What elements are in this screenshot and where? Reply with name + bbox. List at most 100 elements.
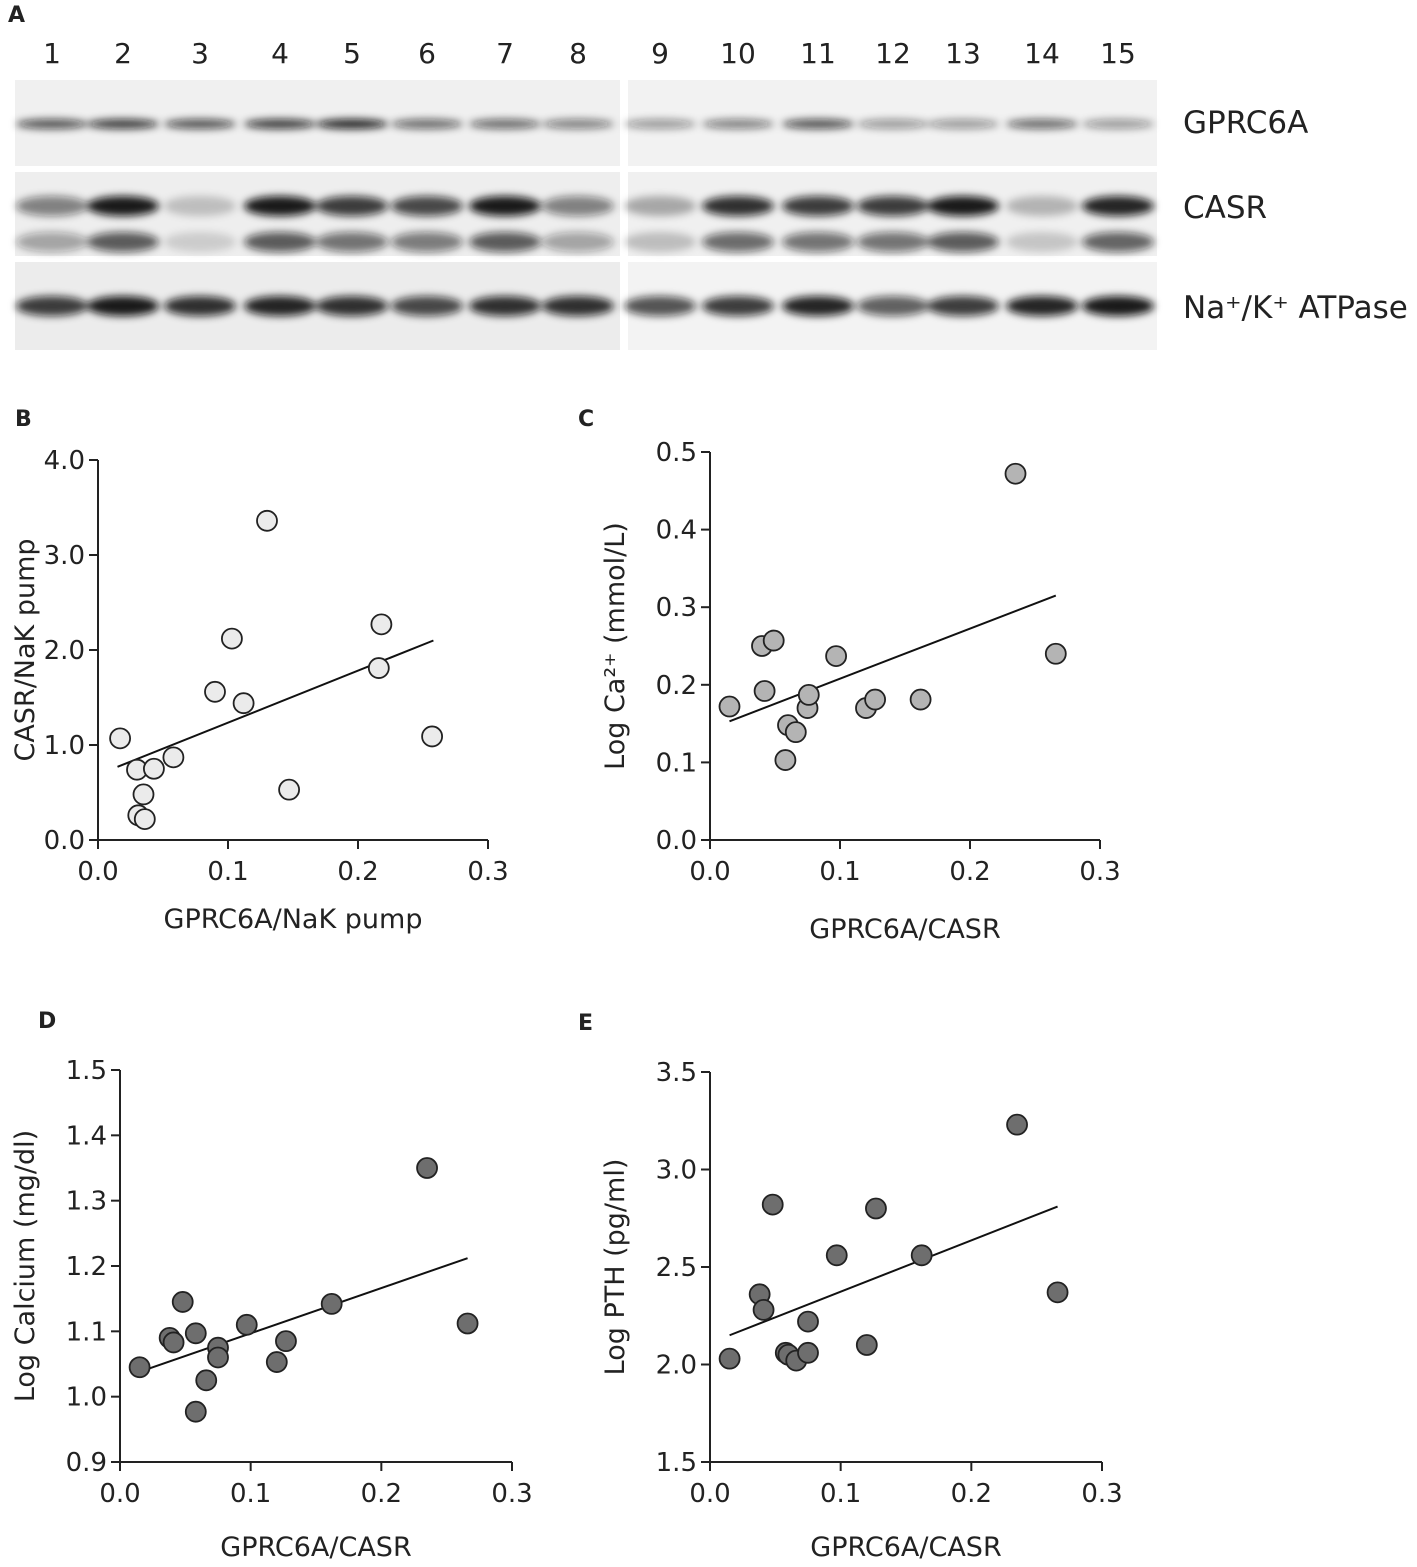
x-tick-label: 0.1: [819, 857, 860, 887]
point: [367, 657, 390, 679]
y-tick-label: 1.5: [656, 1448, 697, 1478]
point: [864, 688, 886, 711]
band: [782, 232, 854, 252]
x-axis-label: GPRC6A/CASR: [809, 914, 1000, 945]
band: [542, 119, 614, 129]
point: [718, 695, 741, 718]
point: [753, 680, 776, 702]
band: [87, 232, 159, 252]
lane-label: 3: [191, 37, 209, 70]
band: [1082, 232, 1154, 252]
y-tick-label: 0.5: [656, 438, 697, 468]
lane-label: 12: [875, 37, 911, 70]
band: [857, 296, 929, 316]
x-tick-label: 0.3: [467, 857, 508, 887]
point: [718, 1347, 741, 1370]
x-tick-label: 0.0: [77, 857, 118, 887]
x-tick-label: 0.2: [951, 1479, 992, 1509]
point: [752, 1299, 775, 1321]
band: [1082, 296, 1154, 316]
row-label: CASR: [1183, 190, 1267, 226]
y-tick-label: 4.0: [44, 446, 85, 476]
panel-label: E: [578, 1011, 593, 1036]
point: [162, 746, 185, 769]
y-tick-label: 0.1: [656, 748, 697, 778]
point: [784, 721, 807, 744]
band: [469, 296, 541, 316]
band: [316, 196, 388, 216]
point: [142, 757, 165, 780]
point: [275, 1330, 297, 1353]
band: [542, 232, 614, 252]
point: [320, 1292, 343, 1315]
trendline: [729, 594, 1057, 723]
point: [1046, 1281, 1069, 1304]
band: [391, 296, 463, 316]
band: [16, 196, 88, 216]
band: [927, 296, 999, 316]
band: [927, 232, 999, 252]
bands: [16, 119, 1154, 316]
band: [469, 119, 541, 129]
band: [702, 196, 774, 216]
band: [244, 119, 316, 129]
point: [774, 749, 797, 771]
x-tick-label: 0.3: [491, 1479, 532, 1509]
band: [857, 196, 929, 216]
point: [265, 1351, 288, 1373]
band: [624, 296, 696, 316]
point: [184, 1322, 207, 1345]
lane-label: 11: [800, 37, 836, 70]
point: [1006, 1113, 1028, 1136]
lane-label: 9: [651, 37, 669, 70]
y-tick-label: 3.0: [656, 1156, 697, 1186]
lane-label: 13: [945, 37, 981, 70]
point: [128, 1356, 151, 1379]
panel-label: C: [578, 407, 594, 432]
point: [825, 645, 847, 667]
band: [1006, 232, 1078, 252]
band: [624, 196, 696, 216]
band: [16, 119, 88, 129]
point: [1004, 462, 1027, 485]
point: [762, 629, 785, 652]
y-tick-label: 3.0: [44, 541, 85, 571]
y-tick-label: 3.5: [656, 1058, 697, 1088]
y-tick-label: 2.0: [656, 1351, 697, 1381]
band: [1082, 196, 1154, 216]
band: [702, 296, 774, 316]
lane-label: 14: [1024, 37, 1060, 70]
y-tick-label: 2.0: [44, 636, 85, 666]
band: [244, 196, 316, 216]
point: [797, 683, 820, 706]
point: [797, 1310, 819, 1333]
point: [184, 1400, 207, 1423]
point: [220, 627, 243, 650]
trendline: [139, 1257, 468, 1373]
point: [232, 692, 255, 715]
point: [855, 1334, 878, 1356]
band: [391, 119, 463, 129]
band: [624, 119, 696, 129]
y-axis-label: CASR/NaK pump: [10, 538, 41, 761]
x-tick-label: 0.1: [820, 1479, 861, 1509]
point: [416, 1157, 438, 1179]
lane-label: 4: [271, 37, 289, 70]
x-tick-label: 0.0: [689, 1479, 730, 1509]
y-axis-label: Log Ca²⁺ (mmol/L): [600, 522, 631, 770]
point: [132, 783, 155, 806]
band: [16, 296, 88, 316]
point: [207, 1346, 229, 1369]
band: [244, 232, 316, 252]
y-tick-label: 1.0: [44, 731, 85, 761]
point: [909, 688, 932, 711]
band: [316, 232, 388, 252]
x-tick-label: 0.0: [99, 1479, 140, 1509]
x-tick-label: 0.2: [337, 857, 378, 887]
band: [164, 196, 236, 216]
band: [702, 232, 774, 252]
x-tick-label: 0.2: [361, 1479, 402, 1509]
y-axis-label: Log PTH (pg/ml): [600, 1159, 631, 1376]
